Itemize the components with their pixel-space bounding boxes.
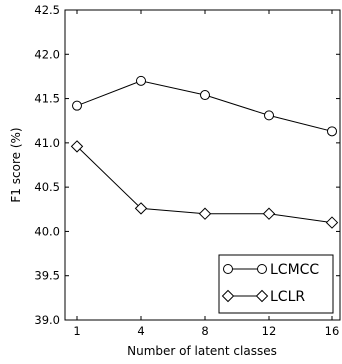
legend-marker-circle <box>257 264 267 274</box>
legend-box <box>218 254 334 314</box>
series-line-lcmcc <box>76 80 333 132</box>
y-tick-label: 40.5 <box>34 180 60 194</box>
data-point-lclr <box>262 207 276 220</box>
data-point-lcmcc <box>72 100 82 111</box>
legend-label-lcmcc: LCMCC <box>270 262 319 278</box>
x-tick-label: 8 <box>201 324 208 338</box>
legend: LCMCC LCLR <box>218 254 334 314</box>
y-tick-label: 41.0 <box>34 136 60 150</box>
x-axis-label: Number of latent classes <box>127 344 277 358</box>
y-axis-label: F1 score (%) <box>9 127 23 202</box>
x-axis: 1 4 8 12 16 <box>73 10 339 338</box>
series-layer <box>70 75 339 229</box>
data-point-lcmcc <box>264 110 274 121</box>
x-tick-label: 4 <box>137 324 144 338</box>
plot-frame <box>64 9 341 321</box>
x-tick-label: 1 <box>73 324 80 338</box>
x-tick-label: 16 <box>325 324 340 338</box>
data-point-lclr <box>198 207 212 220</box>
data-point-lcmcc <box>200 90 210 101</box>
data-point-lclr <box>70 140 84 153</box>
y-axis: 39.0 39.5 40.0 40.5 41.0 41.5 42.0 42.5 <box>34 3 340 327</box>
legend-marker-diamond <box>221 289 235 303</box>
y-tick-label: 39.5 <box>34 269 60 283</box>
data-point-lcmcc <box>136 75 146 86</box>
data-point-lcmcc <box>327 126 337 137</box>
data-point-lclr <box>134 202 148 215</box>
y-tick-label: 40.0 <box>34 224 60 238</box>
legend-marker-circle <box>223 264 233 274</box>
y-tick-label: 41.5 <box>34 92 60 106</box>
y-tick-label: 39.0 <box>34 313 60 327</box>
y-tick-label: 42.0 <box>34 47 60 61</box>
legend-label-lclr: LCLR <box>270 289 305 305</box>
x-tick-label: 12 <box>262 324 277 338</box>
legend-marker-diamond <box>255 289 269 303</box>
y-tick-label: 42.5 <box>34 3 60 17</box>
data-point-lclr <box>325 216 339 229</box>
